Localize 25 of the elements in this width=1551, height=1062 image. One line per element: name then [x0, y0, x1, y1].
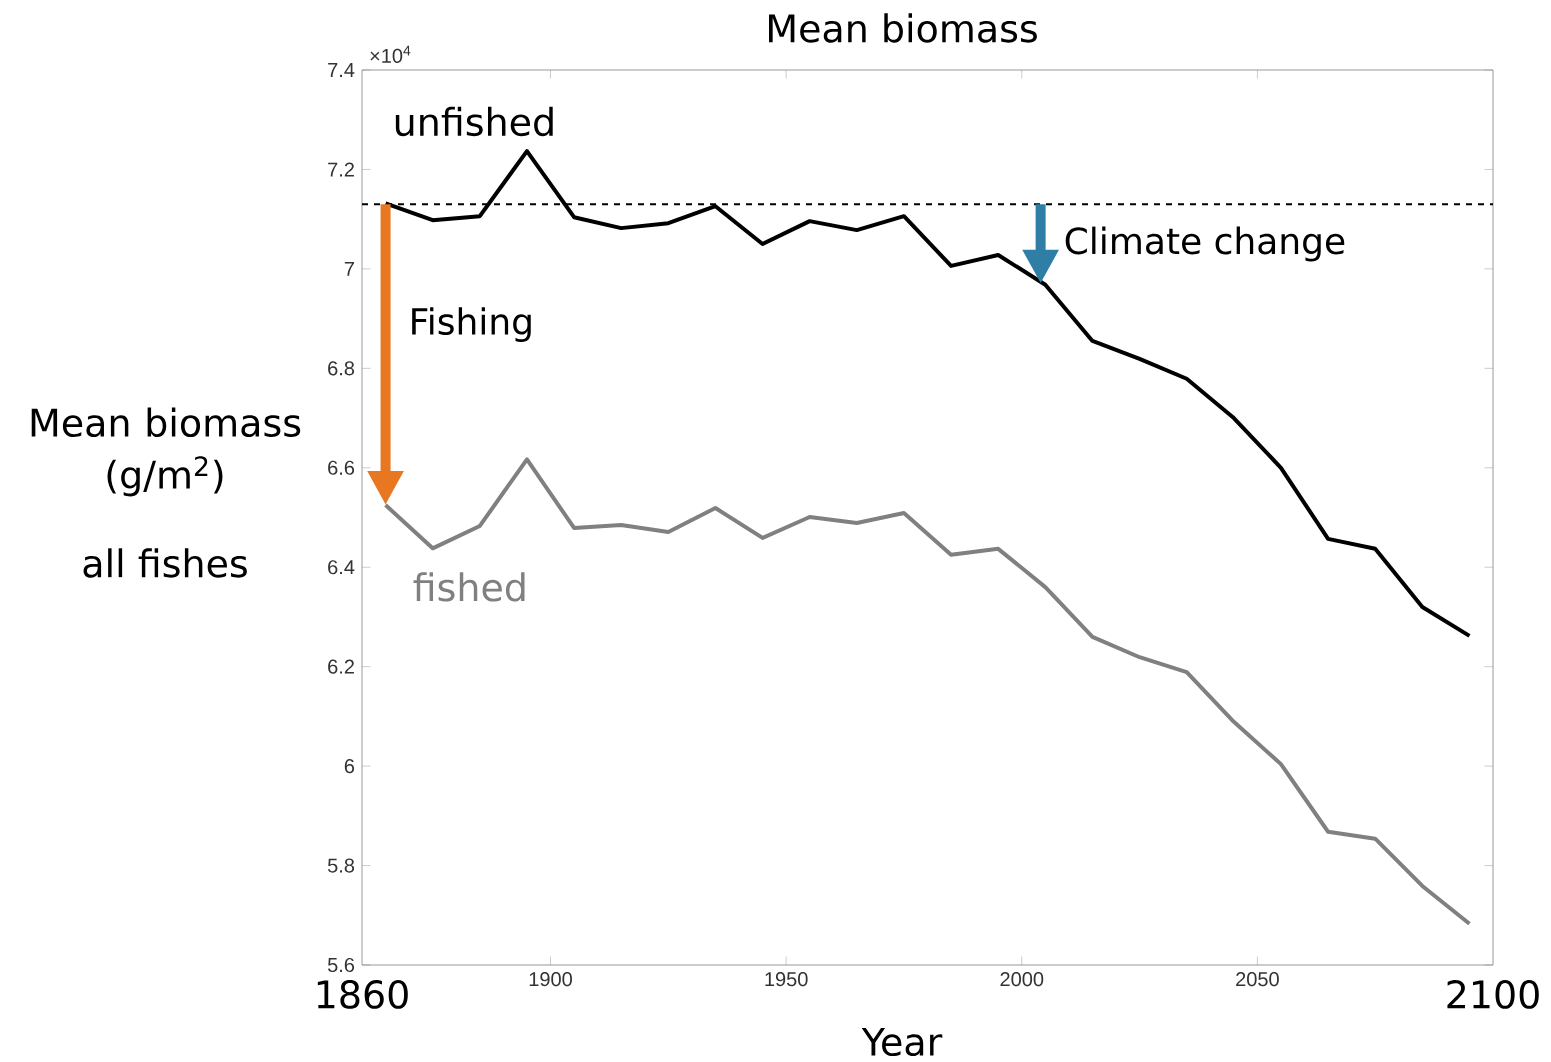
x-tick-label: 2000 [1000, 972, 1044, 987]
y-tick-label: 7 [344, 262, 354, 276]
chart-title: Mean biomass [769, 13, 1037, 43]
text: all fishes [83, 548, 247, 578]
text: 2100 [1447, 980, 1539, 1009]
y-tick-label: 6.8 [328, 361, 355, 376]
y-tick-label: 7.4 [328, 63, 355, 77]
y-tick-label: 6 [344, 759, 355, 774]
x-tick-label: 2050 [1236, 972, 1279, 987]
y-tick-label: 6.4 [328, 560, 355, 575]
y-axis-title: Mean biomass (g/m$^{2}$) [31, 407, 301, 497]
x-tick-label: 1900 [529, 972, 572, 987]
x-tick-label: 1950 [765, 972, 808, 987]
text: ×10$^{4}$ [370, 45, 411, 63]
x-axis-title: Year [861, 1027, 943, 1057]
y-tick-label: 7.2 [328, 162, 354, 177]
annotation: Fishing [412, 307, 531, 343]
y-tick-label: 5.8 [327, 858, 355, 873]
y-tick-label: 6.6 [328, 460, 355, 475]
annotation: Climate change [1065, 226, 1345, 262]
y-tick-label: 5.6 [327, 957, 355, 973]
series-label: unfished [395, 106, 553, 137]
y-tick-label: 6.2 [328, 659, 354, 674]
legend-label: fished [413, 572, 525, 602]
text: 1860 [317, 980, 408, 1009]
